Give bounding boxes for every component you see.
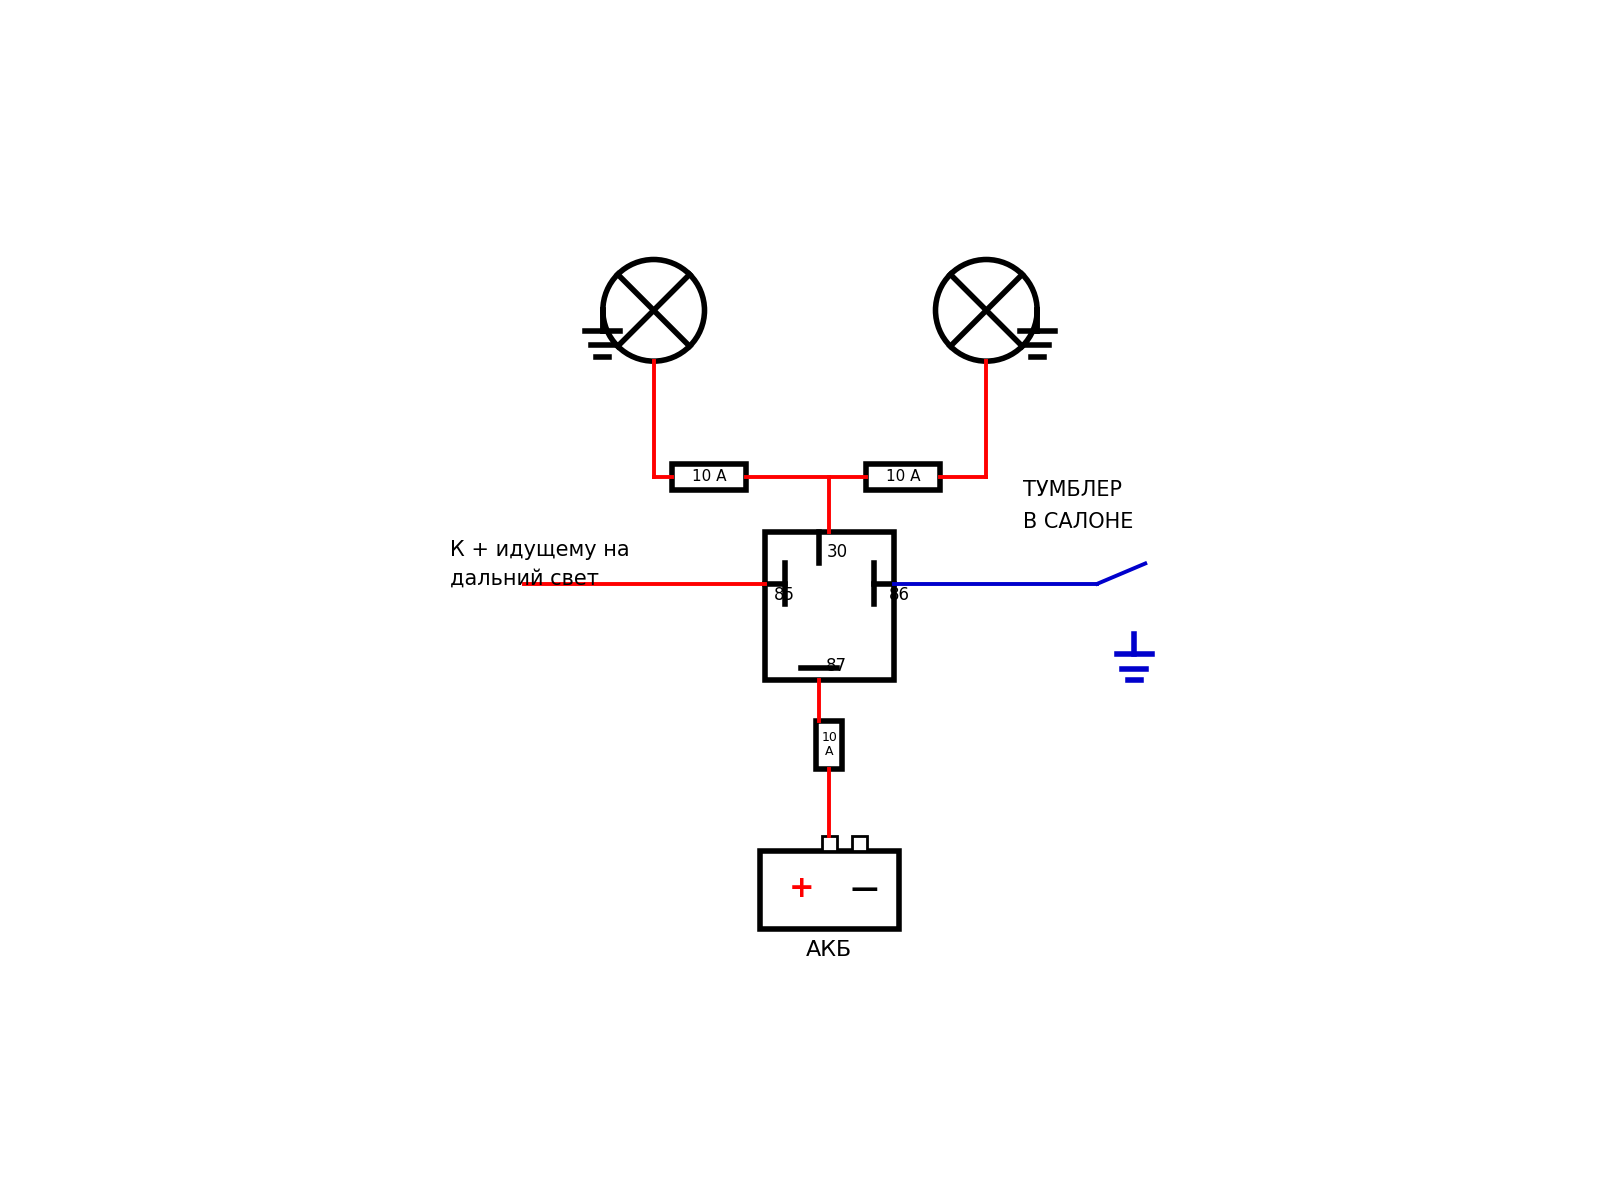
Text: +: + [789,874,814,904]
Text: 85: 85 [774,586,795,604]
Text: ТУМБЛЕР: ТУМБЛЕР [1024,480,1122,499]
Bar [672,463,746,490]
Text: 10 A: 10 A [886,469,920,484]
Text: 10 A: 10 A [691,469,726,484]
Text: —: — [850,875,878,902]
Bar [760,851,899,929]
Bar [853,836,867,851]
Bar [866,463,941,490]
Text: 30: 30 [826,544,848,562]
Bar [816,720,842,769]
Text: 86: 86 [890,586,910,604]
Text: АКБ: АКБ [806,941,853,960]
Text: К + идущему на
дальний свет: К + идущему на дальний свет [451,540,630,588]
Text: 10
A: 10 A [821,731,837,758]
Bar [822,836,837,851]
Text: В САЛОНЕ: В САЛОНЕ [1024,512,1134,532]
Bar [765,532,894,680]
Text: 87: 87 [826,656,848,674]
